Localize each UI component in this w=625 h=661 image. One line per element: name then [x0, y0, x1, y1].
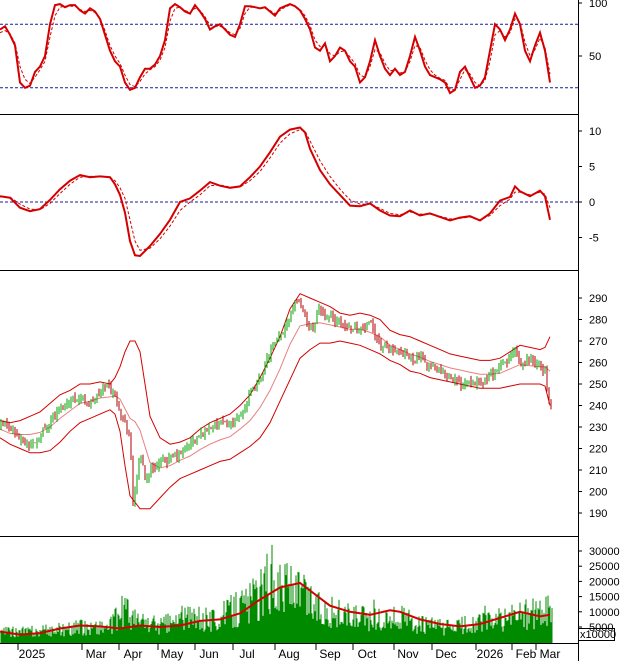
volume-panel [0, 544, 553, 643]
macd-axis-tick-label: 5 [589, 162, 595, 174]
volume-axis-tick-label: 25000 [589, 561, 620, 573]
price-axis-tick-label: 210 [589, 465, 607, 477]
x-axis-label: Jun [199, 647, 218, 661]
macd-axis-tick-label: -5 [589, 233, 599, 245]
volume-axis-tick-label: 15000 [589, 592, 620, 604]
price-axis-tick-label: 240 [589, 401, 607, 413]
x-axis-label: Mar [86, 647, 107, 661]
price-axis-tick-label: 270 [589, 336, 607, 348]
volume-moving-average [0, 581, 551, 636]
volume-axis-tick-label: 20000 [589, 576, 620, 588]
stochastic-axis-tick-label: 50 [589, 51, 601, 63]
x-axis-label: 2025 [19, 647, 46, 661]
x-axis-label: Mar [540, 647, 561, 661]
volume-unit-label: x10000 [580, 629, 616, 641]
price-axis-tick-label: 260 [589, 358, 607, 370]
x-axis-label: Dec [435, 647, 456, 661]
x-axis-label: Apr [124, 647, 143, 661]
stochastic-axis-tick-label: 100 [589, 0, 607, 10]
price-axis-tick-label: 280 [589, 315, 607, 327]
price-axis-tick-label: 190 [589, 508, 607, 520]
macd-signal-line [0, 129, 551, 251]
price-axis-tick-label: 220 [589, 444, 607, 456]
x-axis-label: Oct [358, 647, 377, 661]
macd-axis-tick-label: 10 [589, 126, 601, 138]
price-axis-tick-label: 290 [589, 293, 607, 305]
x-axis-label: Nov [397, 647, 418, 661]
x-axis-label: Aug [278, 647, 299, 661]
volume-unit-box [578, 628, 615, 641]
x-axis-label: Jul [239, 647, 254, 661]
macd-panel [0, 126, 578, 258]
price-axis-tick-label: 250 [589, 379, 607, 391]
x-axis-label: Sep [319, 647, 341, 661]
price-panel [0, 293, 552, 510]
price-axis-tick-label: 230 [589, 422, 607, 434]
panel-frames [0, 0, 579, 661]
bollinger-lower-band [0, 340, 551, 510]
price-axis-tick-label: 200 [589, 487, 607, 499]
volume-axis-tick-label: 10000 [589, 607, 620, 619]
volume-axis-tick-label: 30000 [589, 546, 620, 558]
axes: 100501050-529028027026025024023022021020… [17, 0, 620, 661]
stochastic-k-line [0, 2, 551, 95]
bollinger-middle-band [0, 322, 551, 469]
x-axis-label: May [161, 647, 184, 661]
stochastic-panel [0, 2, 578, 95]
x-axis-label: Feb [516, 647, 537, 661]
macd-line [0, 126, 551, 258]
macd-axis-tick-label: 0 [589, 197, 595, 209]
bollinger-upper-band [0, 293, 551, 445]
x-axis-label: 2026 [477, 647, 504, 661]
stochastic-d-line [0, 4, 551, 91]
